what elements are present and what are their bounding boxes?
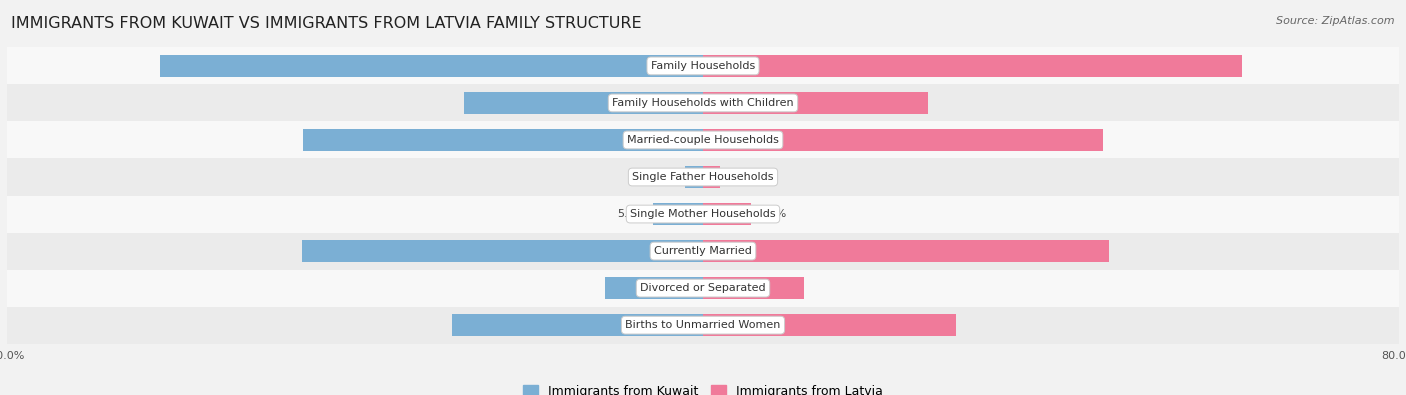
Bar [302, 240, 703, 262]
Bar [703, 314, 956, 336]
Bar [703, 92, 928, 114]
Text: 27.5%: 27.5% [651, 98, 690, 108]
Bar [685, 166, 703, 188]
Bar [7, 158, 1399, 196]
Bar [7, 269, 1399, 307]
Text: 11.6%: 11.6% [716, 283, 755, 293]
Text: Source: ZipAtlas.com: Source: ZipAtlas.com [1277, 16, 1395, 26]
Bar [302, 129, 703, 151]
Bar [7, 233, 1399, 269]
Text: 46.7%: 46.7% [716, 246, 755, 256]
Text: IMMIGRANTS FROM KUWAIT VS IMMIGRANTS FROM LATVIA FAMILY STRUCTURE: IMMIGRANTS FROM KUWAIT VS IMMIGRANTS FRO… [11, 16, 643, 31]
Text: Currently Married: Currently Married [654, 246, 752, 256]
Bar [453, 314, 703, 336]
Bar [703, 129, 1104, 151]
Text: Divorced or Separated: Divorced or Separated [640, 283, 766, 293]
Legend: Immigrants from Kuwait, Immigrants from Latvia: Immigrants from Kuwait, Immigrants from … [519, 380, 887, 395]
Text: Single Mother Households: Single Mother Households [630, 209, 776, 219]
Text: 1.9%: 1.9% [727, 172, 755, 182]
Bar [703, 166, 720, 188]
Text: 46.0%: 46.0% [716, 135, 755, 145]
Text: 2.1%: 2.1% [650, 172, 678, 182]
Text: Married-couple Households: Married-couple Households [627, 135, 779, 145]
Text: 62.0%: 62.0% [716, 61, 755, 71]
Bar [7, 47, 1399, 85]
Text: 5.8%: 5.8% [617, 209, 645, 219]
Text: 11.3%: 11.3% [651, 283, 690, 293]
Text: Single Father Households: Single Father Households [633, 172, 773, 182]
Text: Family Households: Family Households [651, 61, 755, 71]
Bar [703, 55, 1243, 77]
Bar [7, 85, 1399, 121]
Bar [7, 121, 1399, 158]
Bar [703, 203, 751, 225]
Text: 62.4%: 62.4% [651, 61, 690, 71]
Text: 28.8%: 28.8% [651, 320, 690, 330]
Bar [464, 92, 703, 114]
Bar [703, 277, 804, 299]
Text: 29.1%: 29.1% [716, 320, 755, 330]
Text: 46.1%: 46.1% [651, 246, 690, 256]
Bar [7, 196, 1399, 233]
Text: 25.9%: 25.9% [716, 98, 755, 108]
Bar [605, 277, 703, 299]
Text: 5.5%: 5.5% [758, 209, 786, 219]
Text: Family Households with Children: Family Households with Children [612, 98, 794, 108]
Bar [652, 203, 703, 225]
Bar [160, 55, 703, 77]
Text: Births to Unmarried Women: Births to Unmarried Women [626, 320, 780, 330]
Bar [7, 307, 1399, 344]
Text: 46.0%: 46.0% [651, 135, 690, 145]
Bar [703, 240, 1109, 262]
